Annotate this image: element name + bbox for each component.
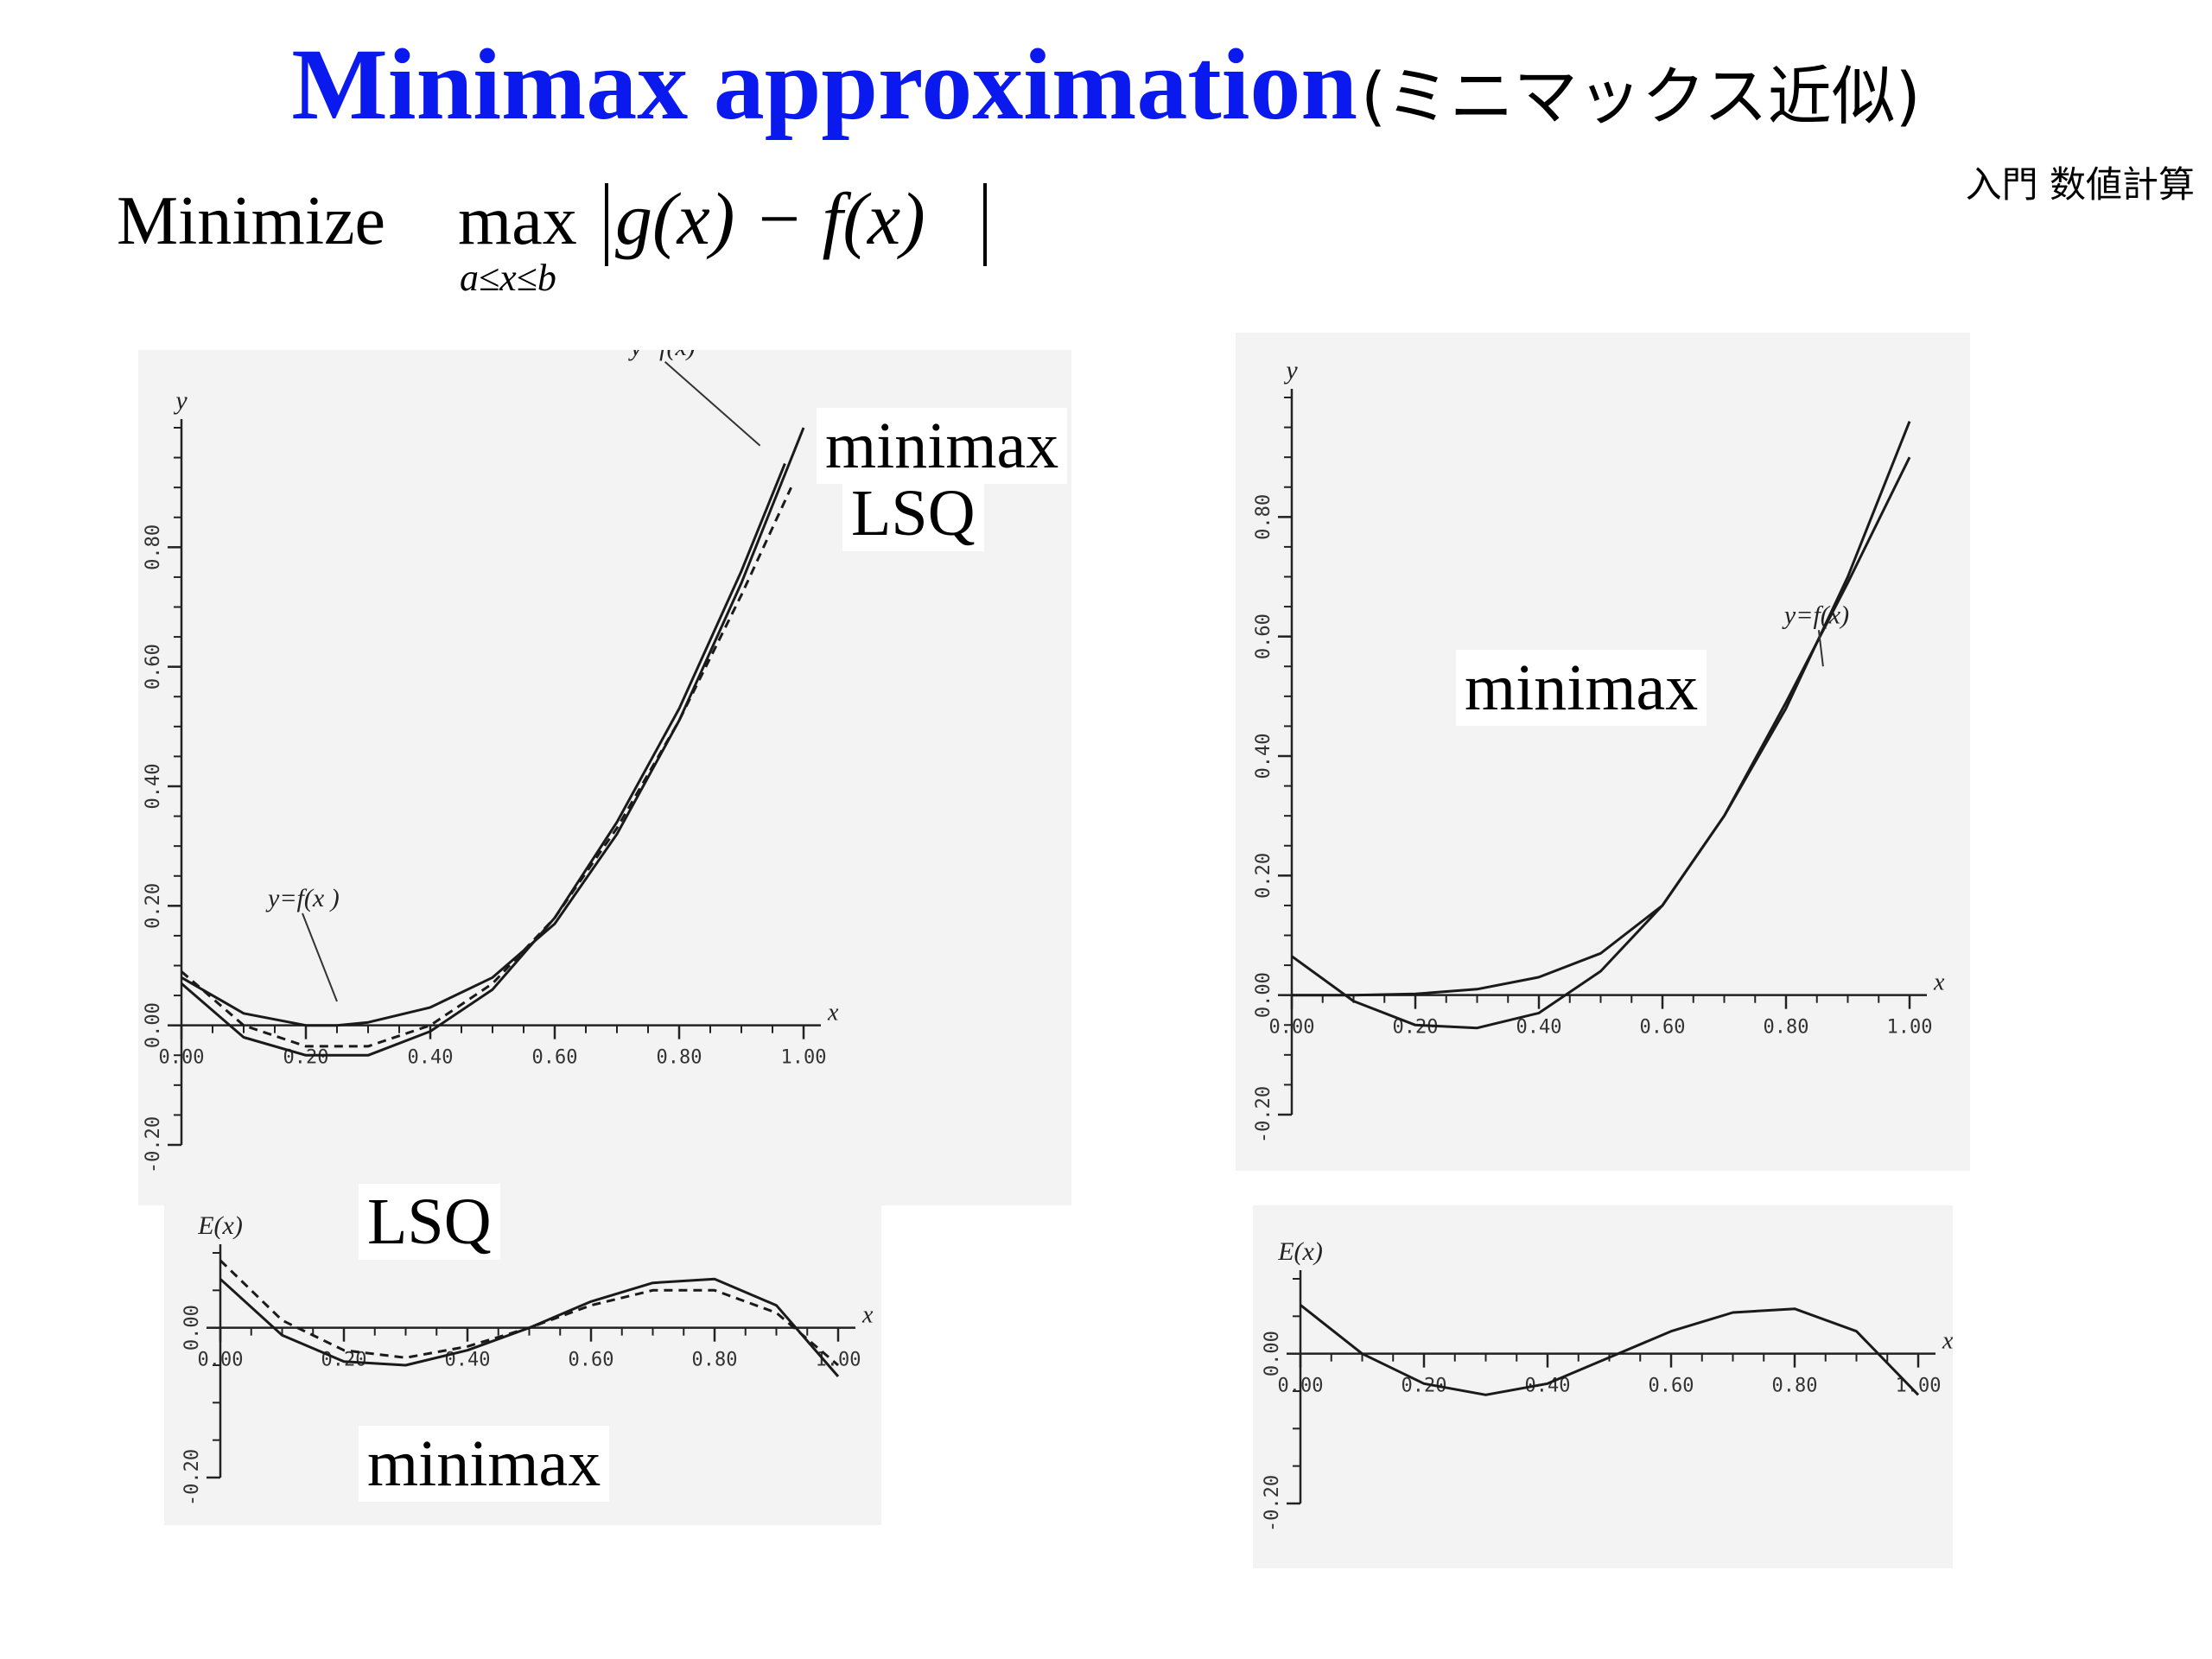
plot-left-bottom: -0.20 0.00 0.00 0.20 0.40 0.60 0.80 1.00 x E(x) [164,1179,881,1525]
x-tick-label: 1.00 [781,1047,827,1069]
y-tick-label: 0.00 [1262,1331,1283,1376]
x-tick-label: 0.40 [445,1350,491,1371]
annotation-label: y=f(x) [628,350,696,361]
x-tick-label: 0.60 [569,1350,614,1371]
slide-title: Minimax approximation (ミニマックス近似) [0,26,2212,143]
x-axis-label: x [1933,969,1945,996]
y-axis-label: E(x) [1277,1237,1323,1266]
y-tick-label: 0.00 [181,1305,203,1351]
y-tick-label: -0.20 [143,1116,164,1173]
series-line [181,427,805,1027]
title-sub: (ミニマックス近似) [1361,60,1921,134]
series-line [181,486,792,1048]
annotation-leader [302,912,338,1002]
label-minimax-left-bottom: minimax [359,1426,610,1502]
plot-right-bottom: -0.20 0.00 0.00 0.20 0.40 0.60 0.80 1.00 x E(x) [1253,1205,1953,1568]
x-tick-label: 0.40 [1516,1017,1562,1039]
y-tick-label: 0.40 [143,764,164,810]
y-tick-label: -0.20 [1253,1086,1274,1143]
label-minimax-left-top: minimax [817,408,1068,484]
title-main: Minimax approximation [291,28,1358,141]
y-tick-label: 0.00 [143,1002,164,1048]
annotation-leader [1817,630,1824,667]
annotation-label: y=f(x ) [265,884,340,912]
x-tick-label: 0.00 [159,1047,205,1069]
x-axis-label: x [827,1000,839,1027]
x-tick-label: 0.00 [198,1350,244,1371]
x-tick-label: 0.60 [1640,1017,1686,1039]
x-axis-label: x [1942,1328,1953,1355]
y-tick-label: 0.80 [1253,494,1274,540]
y-axis-label: E(x) [197,1211,243,1240]
label-lsq-left-top: LSQ [842,475,984,551]
x-tick-label: 0.60 [532,1047,578,1069]
series-line [181,462,786,1057]
x-tick-label: 1.00 [1887,1017,1933,1039]
formula-operator: max [458,183,577,259]
plot-right-top: -0.20 0.00 0.20 0.40 0.60 0.80 0.00 0.20 0.40 0.6… [1236,333,1970,1171]
plot-right-top-svg: -0.200.000.200.400.600.800.00 0.20 0.40 0.6… [1253,356,1945,1143]
x-tick-label: 0.80 [1772,1376,1818,1397]
x-tick-label: 0.00 [1269,1017,1315,1039]
y-tick-label: 0.40 [1253,734,1274,779]
annotation-label: y=f(x) [1782,601,1849,629]
y-axis-label: y [1283,356,1298,385]
label-minimax-right-top: minimax [1456,650,1707,726]
y-tick-label: 0.80 [143,524,164,570]
y-tick-label: -0.20 [181,1449,203,1506]
x-tick-label: 0.80 [657,1047,702,1069]
x-tick-label: 0.40 [408,1047,454,1069]
y-tick-label: 0.60 [143,644,164,690]
plot-left-top-svg: -0.200.000.200.400.600.800.00 0.20 0.40 0.6… [143,350,839,1173]
x-axis-label: x [861,1302,874,1329]
series-line [219,1259,839,1367]
label-lsq-left-bottom: LSQ [359,1184,500,1260]
y-tick-label: 0.20 [1253,853,1274,899]
annotation-leader [664,360,761,447]
x-tick-label: 0.80 [1764,1017,1809,1039]
formula: Minimize max a≤x≤b g(x) − f(x) [117,177,987,299]
y-tick-label: -0.20 [1262,1475,1283,1532]
source-note: 入門 数値計算 [1965,163,2195,206]
y-tick-label: 0.00 [1253,972,1274,1018]
y-tick-label: 0.20 [143,883,164,929]
x-tick-label: 0.60 [1649,1376,1694,1397]
y-tick-label: 0.60 [1253,613,1274,659]
y-axis-label: y [173,386,188,415]
formula-expression: g(x) − f(x) [615,177,925,260]
x-tick-label: 0.00 [1278,1376,1324,1397]
x-tick-label: 0.80 [692,1350,738,1371]
series-line [1291,456,1911,1030]
formula-range: a≤x≤b [460,257,556,299]
formula-word: Minimize [117,183,385,259]
series-line [1300,1304,1920,1396]
